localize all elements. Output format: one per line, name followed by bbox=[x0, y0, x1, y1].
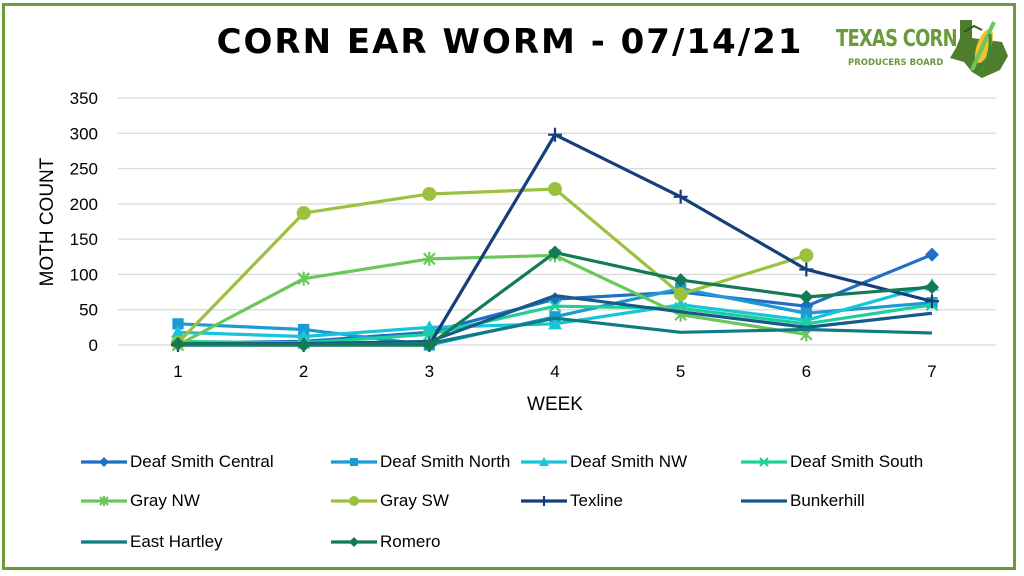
x-tick-label: 7 bbox=[927, 362, 936, 381]
diamond-marker bbox=[349, 537, 359, 547]
y-tick-label: 100 bbox=[70, 265, 98, 284]
circle-marker bbox=[422, 186, 437, 201]
y-tick-label: 200 bbox=[70, 195, 98, 214]
legend-label: Deaf Smith South bbox=[790, 452, 924, 471]
x-tick-label: 1 bbox=[173, 362, 182, 381]
x-tick-labels: 1 2 3 4 5 6 7 bbox=[173, 362, 936, 381]
legend-swatch-icon bbox=[81, 457, 127, 467]
legend-label: East Hartley bbox=[130, 532, 223, 551]
legend-swatch-icon bbox=[331, 458, 377, 466]
y-tick-labels: 0 50 100 150 200 250 300 350 bbox=[70, 89, 98, 355]
y-tick-label: 300 bbox=[70, 124, 98, 143]
x-tick-label: 5 bbox=[676, 362, 685, 381]
legend-label: Deaf Smith Central bbox=[130, 452, 274, 471]
legend-swatch-icon bbox=[521, 457, 567, 466]
y-tick-label: 350 bbox=[70, 89, 98, 108]
diamond-marker bbox=[171, 336, 185, 351]
diamond-marker bbox=[296, 338, 311, 352]
diamond-marker bbox=[422, 338, 437, 352]
diamond-marker bbox=[548, 245, 562, 260]
legend-label: Texline bbox=[570, 491, 623, 510]
texas-map-corn-icon bbox=[950, 20, 1008, 78]
square-marker bbox=[172, 318, 184, 330]
diamond-marker bbox=[99, 457, 109, 467]
star-marker bbox=[422, 251, 436, 266]
legend-label: Gray NW bbox=[130, 491, 200, 510]
diamond-marker bbox=[925, 280, 939, 295]
plus-marker bbox=[673, 189, 688, 204]
square-marker bbox=[350, 458, 358, 466]
y-tick-label: 150 bbox=[70, 230, 98, 249]
legend-swatch-icon bbox=[331, 537, 377, 547]
series-line bbox=[176, 187, 807, 344]
star-marker bbox=[99, 496, 109, 506]
chart-title: CORN EAR WORM - 07/14/21 bbox=[216, 22, 804, 62]
plus-marker bbox=[799, 262, 814, 277]
series-lines bbox=[171, 127, 939, 352]
plus-marker bbox=[925, 294, 939, 309]
y-tick-label: 250 bbox=[70, 160, 98, 179]
legend-label: Gray SW bbox=[380, 491, 449, 510]
line-chart: 0 50 100 150 200 250 300 350 1 2 3 4 5 6 7 MOTH COUNT… bbox=[37, 89, 996, 415]
x-axis-label: WEEK bbox=[527, 394, 583, 415]
legend-item: Romero bbox=[330, 531, 440, 553]
legend-swatch-icon bbox=[81, 540, 127, 544]
x-marker bbox=[759, 457, 769, 467]
legend-label: Bunkerhill bbox=[790, 491, 865, 510]
legend-item: Deaf Smith South bbox=[740, 451, 923, 473]
legend-swatch-icon bbox=[81, 496, 127, 506]
circle-marker bbox=[296, 206, 311, 221]
legend-swatch-icon bbox=[331, 496, 377, 506]
legend-swatch-icon bbox=[741, 499, 787, 503]
legend-label: Romero bbox=[380, 532, 441, 551]
legend-swatch-icon bbox=[741, 457, 787, 467]
plus-marker bbox=[548, 127, 562, 142]
logo-subtitle: PRODUCERS BOARD bbox=[848, 58, 944, 68]
legend-item: Gray NW bbox=[80, 490, 200, 512]
y-axis-label: MOTH COUNT bbox=[37, 157, 58, 286]
x-tick-label: 3 bbox=[425, 362, 434, 381]
diamond-marker bbox=[799, 290, 814, 305]
diamond-marker bbox=[673, 273, 688, 288]
legend-item: Bunkerhill bbox=[740, 490, 865, 512]
legend-item: Texline bbox=[520, 490, 623, 512]
circle-marker bbox=[799, 248, 814, 263]
circle-marker bbox=[673, 287, 688, 302]
legend-label: Deaf Smith NW bbox=[570, 452, 688, 471]
logo-title: TEXAS CORN bbox=[836, 26, 958, 52]
y-tick-label: 50 bbox=[79, 301, 98, 320]
x-tick-label: 4 bbox=[550, 362, 559, 381]
square-marker bbox=[298, 323, 310, 336]
texas-corn-logo: TEXAS CORN PRODUCERS BOARD bbox=[832, 12, 1012, 80]
legend-item: Deaf Smith Central bbox=[80, 451, 274, 473]
legend-label: Deaf Smith North bbox=[380, 452, 511, 471]
triangle-marker bbox=[171, 325, 185, 338]
y-tick-label: 0 bbox=[89, 336, 98, 355]
plus-marker bbox=[539, 496, 549, 506]
x-tick-label: 6 bbox=[802, 362, 811, 381]
series-romero bbox=[171, 245, 939, 352]
star-marker bbox=[297, 271, 311, 286]
x-tick-label: 2 bbox=[299, 362, 308, 381]
legend-item: Gray SW bbox=[330, 490, 449, 512]
triangle-marker bbox=[539, 457, 549, 466]
diamond-marker bbox=[925, 247, 939, 262]
legend-item: East Hartley bbox=[80, 531, 223, 553]
legend-swatch-icon bbox=[521, 496, 567, 506]
legend-item: Deaf Smith NW bbox=[520, 451, 687, 473]
square-marker bbox=[800, 307, 812, 319]
triangle-marker bbox=[548, 316, 562, 330]
circle-marker bbox=[349, 496, 359, 506]
legend-item: Deaf Smith North bbox=[330, 451, 510, 473]
x-marker bbox=[548, 299, 562, 313]
circle-marker bbox=[548, 182, 562, 197]
series-line bbox=[177, 253, 807, 347]
